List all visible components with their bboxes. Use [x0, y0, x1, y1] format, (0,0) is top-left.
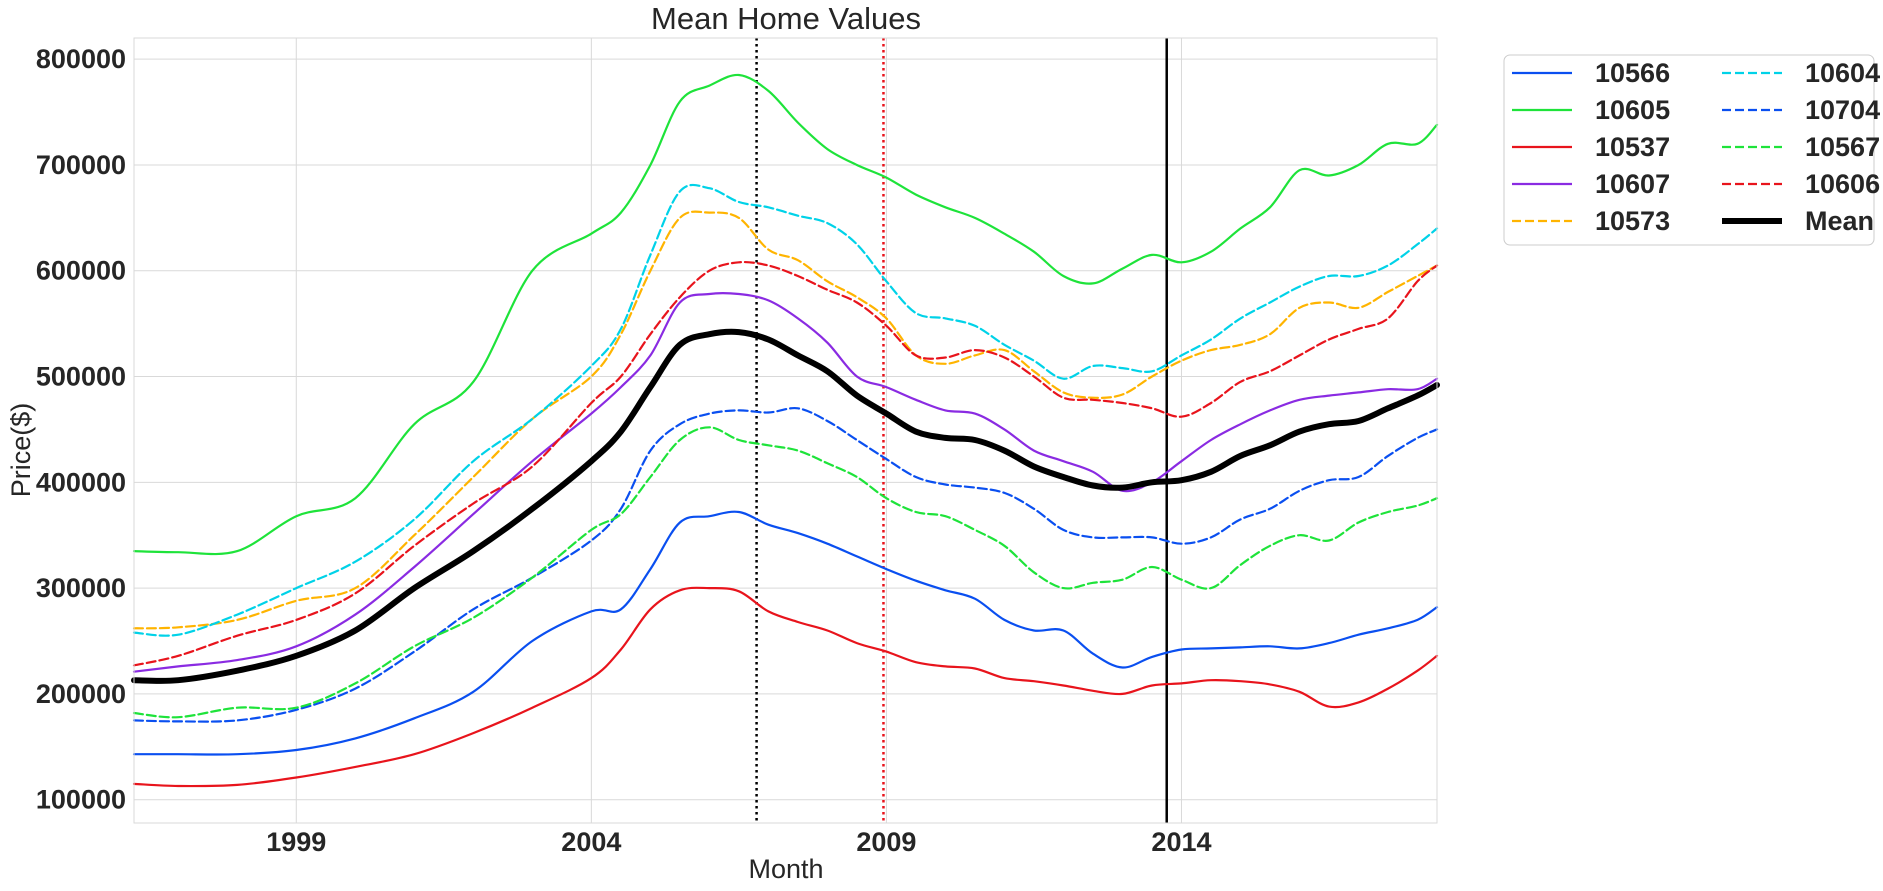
series-line-10606	[132, 260, 1439, 667]
x-tick-labels: 1999 2004 2009 2014	[266, 827, 1211, 857]
series-line-10566	[132, 510, 1439, 756]
legend-label: Mean	[1805, 206, 1874, 236]
y-tick-label: 500000	[36, 362, 126, 392]
legend-box	[1503, 54, 1875, 246]
series-line-10704	[132, 406, 1439, 723]
series-line-10567	[132, 426, 1439, 719]
legend-item: 10567	[1722, 132, 1880, 162]
legend-label: 10605	[1595, 95, 1670, 125]
x-axis-label: Month	[748, 854, 823, 884]
x-tick-label: 2014	[1151, 827, 1211, 857]
legend-item: 10537	[1512, 132, 1670, 162]
plot-border	[133, 37, 1438, 824]
x-tick-label: 1999	[266, 827, 326, 857]
legend-label: 10537	[1595, 132, 1670, 162]
series-line-10604	[132, 183, 1439, 637]
chart-title: Mean Home Values	[651, 1, 921, 36]
x-tick-label: 2009	[856, 827, 916, 857]
legend-item: 10573	[1512, 206, 1670, 236]
legend-label: 10573	[1595, 206, 1670, 236]
legend-item: 10604	[1722, 58, 1880, 88]
series-line-10573	[132, 210, 1439, 630]
series-line-mean	[131, 328, 1440, 684]
y-tick-labels: 100000 200000 300000 400000 500000 600000 7000…	[36, 44, 126, 815]
plot-area	[134, 38, 1437, 823]
y-tick-label: 200000	[36, 679, 126, 709]
legend-label: 10567	[1805, 132, 1880, 162]
plot-background	[134, 38, 1437, 823]
y-tick-label: 700000	[36, 150, 126, 180]
legend: 10566 10605 10537 10607 10573 10604 10704 10567…	[1503, 54, 1880, 246]
y-tick-label: 400000	[36, 467, 126, 497]
legend-item: 10607	[1512, 169, 1670, 199]
y-tick-label: 600000	[36, 256, 126, 286]
legend-item: 10566	[1512, 58, 1670, 88]
y-axis-label: Price($)	[6, 403, 36, 498]
legend-label: 10566	[1595, 58, 1670, 88]
legend-label: 10604	[1805, 58, 1880, 88]
legend-label: 10606	[1805, 169, 1880, 199]
reference-lines	[755, 38, 1168, 823]
y-tick-label: 300000	[36, 573, 126, 603]
x-tick-label: 2004	[561, 827, 621, 857]
series-line-10605	[132, 73, 1439, 556]
series-line-10537	[132, 586, 1439, 788]
legend-item: Mean	[1722, 206, 1874, 236]
plot-frame	[133, 37, 1438, 824]
legend-item: 10704	[1722, 95, 1880, 125]
legend-item: 10605	[1512, 95, 1670, 125]
series-lines	[131, 73, 1440, 788]
legend-label: 10607	[1595, 169, 1670, 199]
legend-label: 10704	[1805, 95, 1880, 125]
y-tick-label: 100000	[36, 785, 126, 815]
legend-item: 10606	[1722, 169, 1880, 199]
y-tick-label: 800000	[36, 44, 126, 74]
series-line-10607	[132, 292, 1439, 673]
